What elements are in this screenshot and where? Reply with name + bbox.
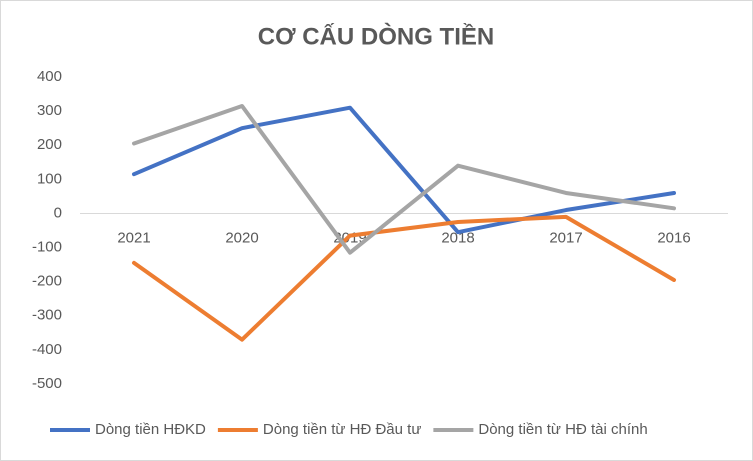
series-line [132, 103, 676, 255]
y-tick-label: 300 [37, 102, 62, 119]
y-tick-label: -400 [32, 341, 62, 358]
legend-label: Dòng tiền từ HĐ tài chính [478, 421, 647, 438]
y-tick-label: -500 [32, 375, 62, 392]
series-line [132, 214, 676, 342]
x-tick-label: 2016 [657, 229, 690, 246]
y-tick-label: 100 [37, 170, 62, 187]
y-tick-label: -200 [32, 273, 62, 290]
y-tick-label: -100 [32, 239, 62, 256]
x-tick-label: 2018 [441, 229, 474, 246]
series-line [132, 105, 676, 235]
legend-label: Dòng tiền từ HĐ Đầu tư [263, 421, 421, 438]
legend-label: Dòng tiền HĐKD [95, 421, 206, 438]
x-tick-label: 2017 [549, 229, 582, 246]
y-tick-label: 400 [37, 68, 62, 85]
y-tick-label: 200 [37, 136, 62, 153]
y-tick-label: -300 [32, 307, 62, 324]
chart-title: CƠ CẤU DÒNG TIỀN [258, 22, 494, 50]
x-tick-label: 2021 [117, 229, 150, 246]
y-tick-label: 0 [54, 204, 62, 221]
x-tick-label: 2020 [225, 229, 258, 246]
